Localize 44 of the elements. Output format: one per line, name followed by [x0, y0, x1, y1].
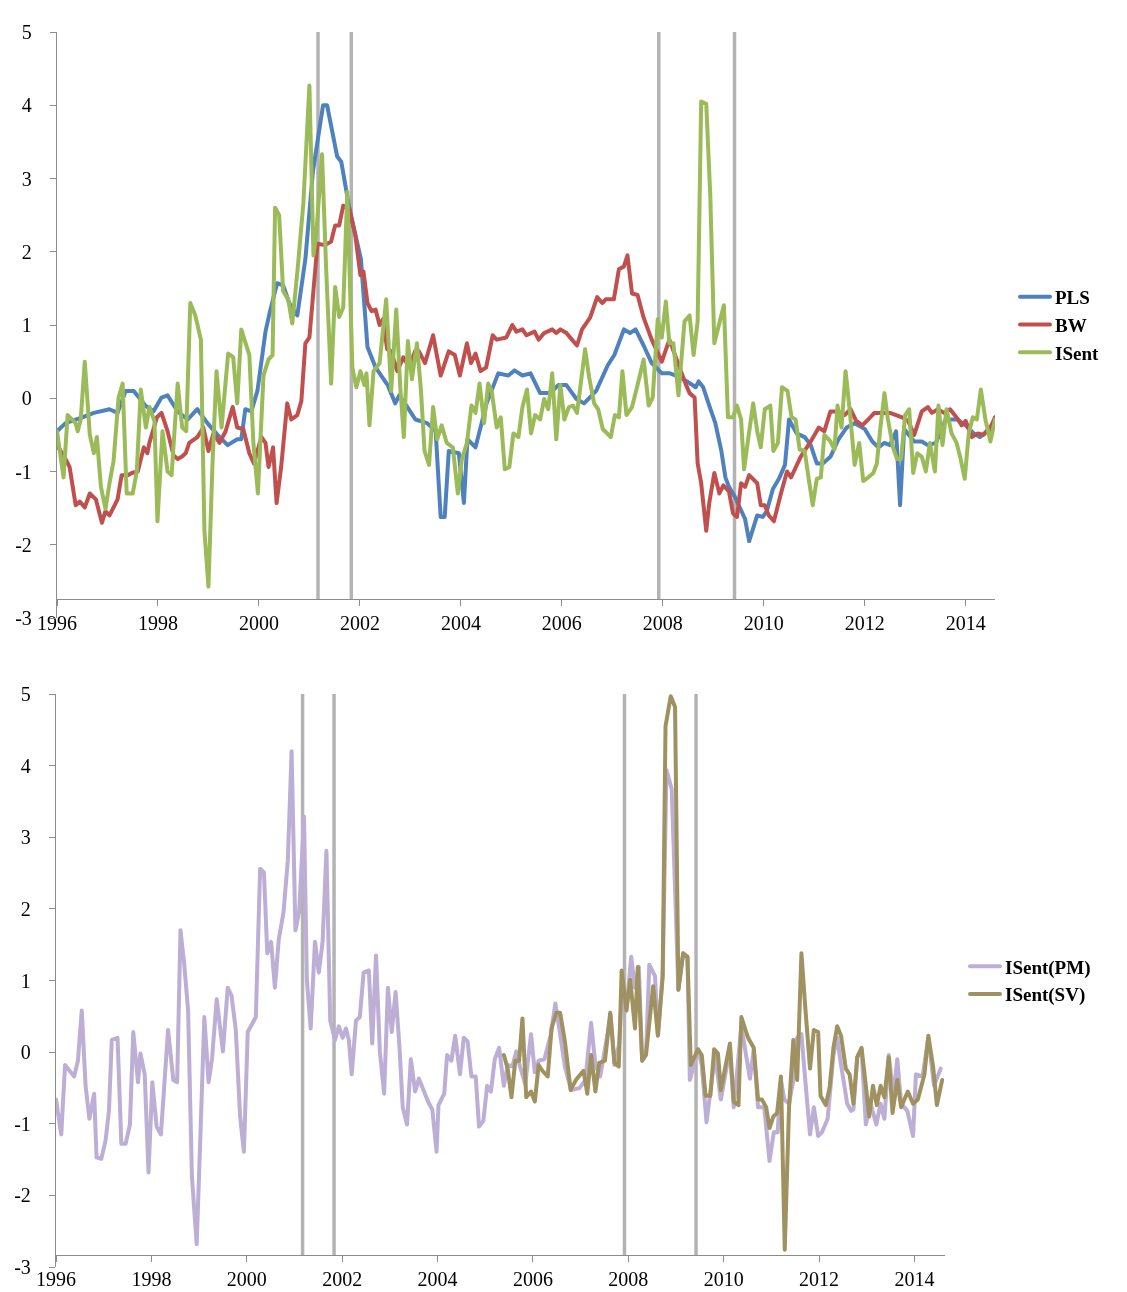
x-tick-label: 2010 — [703, 1268, 744, 1291]
x-tick-label: 2008 — [608, 1268, 649, 1291]
x-tick-label: 2000 — [238, 612, 279, 635]
y-tick-label: -2 — [14, 1184, 31, 1207]
x-tick-label: 2002 — [322, 1268, 363, 1291]
y-tick-label: -3 — [15, 607, 32, 629]
legend-label: ISent(SV) — [1005, 984, 1086, 1007]
x-tick-label: 2004 — [417, 1268, 458, 1291]
y-tick-label: 3 — [21, 167, 32, 190]
x-tick-label: 2002 — [339, 612, 380, 635]
y-tick-label: 2 — [21, 240, 32, 263]
y-tick-label: -3 — [14, 1256, 31, 1278]
y-tick-label: 5 — [21, 21, 32, 43]
x-tick-label: 2000 — [226, 1268, 267, 1291]
x-tick-label: 2006 — [512, 1268, 553, 1291]
legend-label: BW — [1055, 314, 1087, 336]
y-tick-label: 0 — [21, 387, 32, 410]
x-tick-label: 2012 — [799, 1268, 840, 1291]
y-tick-label: 4 — [20, 754, 31, 777]
legend-label: ISent — [1055, 342, 1099, 364]
y-tick-label: 5 — [20, 683, 31, 705]
x-tick-label: 1996 — [37, 612, 77, 635]
x-tick-label: 1998 — [137, 612, 178, 635]
x-tick-label: 2006 — [541, 612, 582, 635]
x-tick-label: 2012 — [844, 612, 885, 635]
y-tick-label: -1 — [14, 1112, 31, 1135]
y-tick-label: 0 — [20, 1041, 31, 1064]
y-tick-label: 2 — [20, 897, 31, 920]
legend-label: ISent(PM) — [1005, 956, 1091, 979]
y-tick-label: -1 — [15, 460, 32, 483]
y-tick-label: 3 — [20, 826, 31, 849]
x-tick-label: 2010 — [743, 612, 784, 635]
x-tick-label: 2014 — [945, 612, 986, 635]
legend-label: PLS — [1055, 287, 1090, 309]
y-tick-label: -2 — [15, 533, 32, 556]
x-tick-label: 1998 — [131, 1268, 172, 1291]
x-tick-label: 1996 — [36, 1268, 76, 1291]
y-tick-label: 1 — [20, 969, 31, 992]
x-tick-label: 2014 — [894, 1268, 935, 1291]
y-tick-label: 4 — [21, 94, 32, 117]
y-tick-label: 1 — [21, 314, 32, 336]
line-series — [501, 694, 945, 1252]
x-tick-label: 2004 — [440, 612, 481, 635]
x-tick-label: 2008 — [642, 612, 683, 635]
